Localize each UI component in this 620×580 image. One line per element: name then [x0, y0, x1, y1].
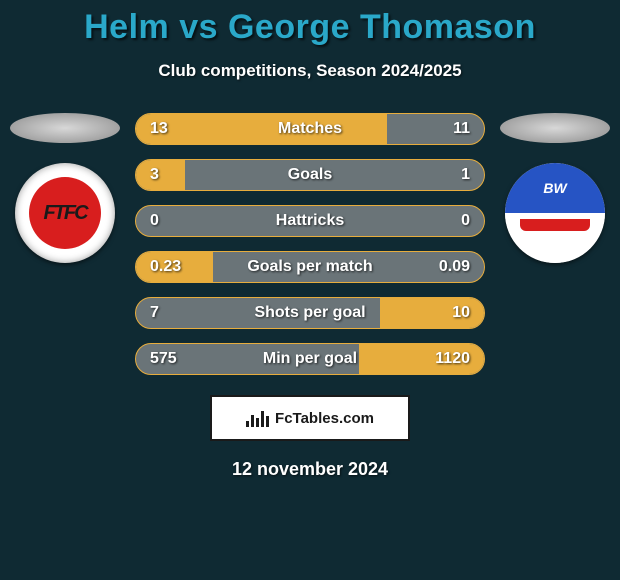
stat-value-left: 7 — [150, 304, 159, 322]
right-crest-text: BW — [505, 163, 605, 213]
stat-row: 0 Hattricks 0 — [135, 205, 485, 237]
stat-label: Min per goal — [263, 350, 357, 368]
stat-value-right: 0 — [461, 212, 470, 230]
stat-row: 13 Matches 11 — [135, 113, 485, 145]
stat-fill-left — [136, 160, 185, 190]
stat-row: 0.23 Goals per match 0.09 — [135, 251, 485, 283]
stat-value-right: 10 — [452, 304, 470, 322]
stat-label: Goals per match — [247, 258, 372, 276]
stat-value-right: 0.09 — [439, 258, 470, 276]
left-crest-text: FTFC — [29, 177, 101, 249]
right-player-col: BW — [495, 113, 615, 263]
stat-value-left: 575 — [150, 350, 177, 368]
stat-label: Hattricks — [276, 212, 344, 230]
stat-value-right: 11 — [453, 120, 470, 138]
stat-value-left: 0.23 — [150, 258, 181, 276]
left-player-col: FTFC — [5, 113, 125, 263]
subtitle: Club competitions, Season 2024/2025 — [0, 61, 620, 81]
stats-table: 13Matches113Goals10Hattricks00.23Goals p… — [135, 113, 485, 375]
stat-value-left: 13 — [150, 120, 168, 138]
page-title: Helm vs George Thomason — [0, 8, 620, 47]
left-player-silhouette — [10, 113, 120, 143]
main-row: FTFC 13Matches113Goals10Hattricks00.23Go… — [0, 113, 620, 375]
left-team-crest: FTFC — [15, 163, 115, 263]
source-text: FcTables.com — [275, 410, 374, 427]
stat-label: Shots per goal — [254, 304, 365, 322]
stat-row: 3 Goals 1 — [135, 159, 485, 191]
stat-row: 7 Shots per goal 10 — [135, 297, 485, 329]
stat-value-right: 1120 — [435, 350, 470, 368]
stat-label: Goals — [288, 166, 332, 184]
bars-icon — [246, 409, 269, 427]
comparison-card: Helm vs George Thomason Club competition… — [0, 0, 620, 480]
right-crest-band — [505, 213, 605, 263]
stat-row: 575 Min per goal 1120 — [135, 343, 485, 375]
right-player-silhouette — [500, 113, 610, 143]
stat-fill-left — [136, 114, 387, 144]
footer-date: 12 november 2024 — [0, 459, 620, 480]
right-team-crest: BW — [505, 163, 605, 263]
stat-label: Matches — [278, 120, 342, 138]
stat-value-left: 3 — [150, 166, 159, 184]
source-badge: FcTables.com — [210, 395, 410, 441]
stat-value-left: 0 — [150, 212, 159, 230]
stat-value-right: 1 — [461, 166, 470, 184]
